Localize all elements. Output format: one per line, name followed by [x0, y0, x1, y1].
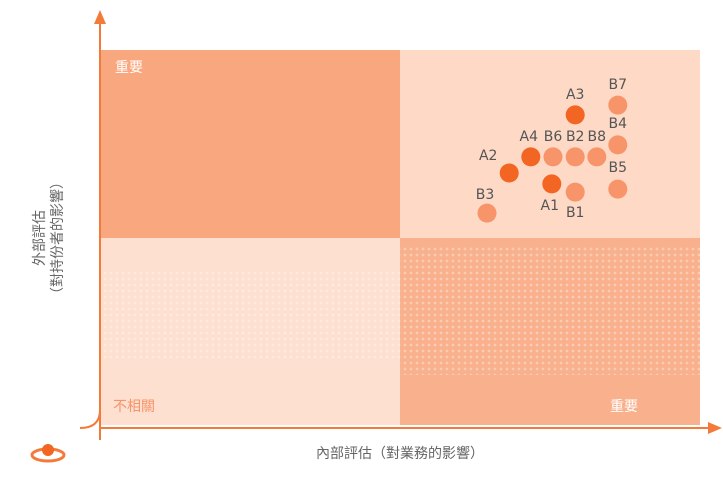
point — [587, 147, 607, 167]
point — [499, 163, 519, 183]
point — [608, 95, 628, 115]
quadrant-label: 重要 — [610, 399, 638, 415]
point-label: A2 — [479, 148, 497, 164]
point — [477, 203, 497, 223]
quadrant — [100, 50, 400, 238]
point — [565, 105, 585, 125]
quadrant-label: 不相關 — [113, 399, 155, 415]
point — [565, 182, 585, 202]
point-label: B3 — [476, 187, 495, 203]
x-axis-label: 內部評估（對業務的影響） — [316, 445, 484, 462]
y-axis-label: 外部評估 — [32, 210, 48, 266]
point-label: A1 — [541, 198, 559, 214]
point — [521, 147, 541, 167]
quadrant — [400, 50, 700, 238]
point — [608, 135, 628, 155]
point — [543, 147, 563, 167]
point-label: B4 — [609, 116, 628, 132]
point-label: B1 — [566, 205, 585, 221]
point-label: B2 — [566, 129, 585, 145]
point-label: B6 — [544, 129, 563, 145]
arrow — [708, 422, 722, 434]
point-label: B7 — [609, 77, 628, 93]
point-label: B5 — [609, 160, 628, 176]
point-label: B8 — [588, 129, 607, 145]
point — [565, 147, 585, 167]
point-label: A4 — [520, 129, 539, 145]
x-axis — [79, 409, 712, 429]
quadrant-label: 重要 — [115, 60, 143, 76]
origin-icon — [42, 444, 54, 456]
texture — [400, 245, 700, 375]
arrow — [94, 10, 106, 24]
point — [542, 174, 562, 194]
point-label: A3 — [566, 87, 584, 103]
point — [608, 179, 628, 199]
texture — [100, 270, 400, 360]
y-axis-label: （對持份者的影響） — [49, 175, 66, 301]
